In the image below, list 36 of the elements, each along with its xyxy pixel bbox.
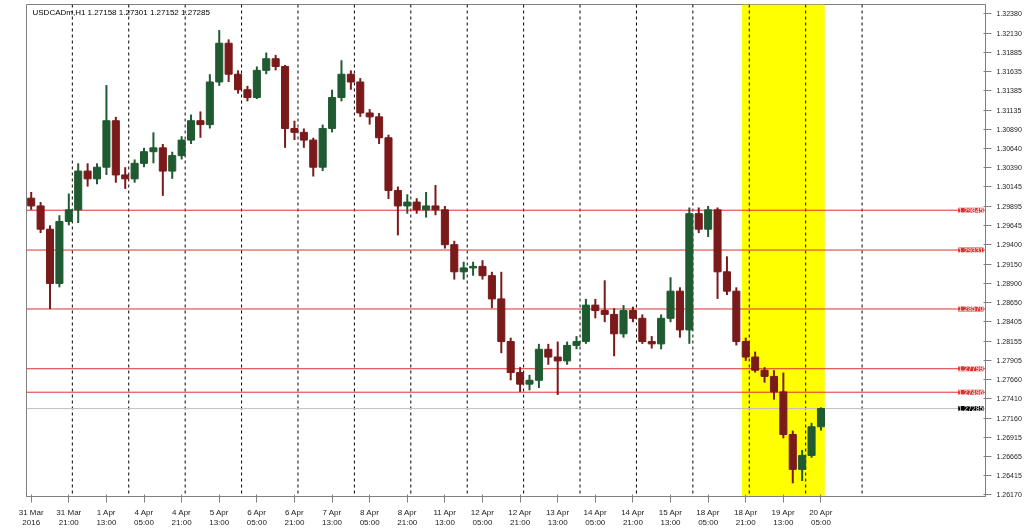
- x-tick-label: 8 Apr 21:00: [397, 507, 418, 528]
- x-tick-label: 31 Mar 2016: [18, 507, 44, 528]
- x-tick-label: 11 Apr 13:00: [433, 507, 457, 528]
- candlestick: [544, 342, 553, 366]
- x-tick-label: 31 Mar 21:00: [56, 507, 82, 528]
- candlestick: [83, 162, 92, 188]
- x-tick-label: 7 Apr 13:00: [322, 507, 343, 528]
- candlestick: [403, 193, 412, 215]
- candlestick: [694, 206, 703, 235]
- candlestick: [158, 142, 167, 197]
- x-tick-label: 1 Apr 13:00: [96, 507, 117, 528]
- x-tick-label: 6 Apr 05:00: [246, 507, 268, 528]
- candlestick: [422, 191, 431, 219]
- x-tick-label: 14 Apr 05:00: [583, 507, 607, 528]
- candlestick: [196, 110, 205, 139]
- x-tick-label: 18 Apr 05:00: [696, 507, 720, 528]
- x-tick-label: 5 Apr 13:00: [209, 507, 230, 528]
- candlestick: [816, 406, 825, 432]
- candlestick: [591, 297, 600, 320]
- x-tick-label: 19 Apr 13:00: [771, 507, 796, 528]
- candlestick: [619, 304, 628, 339]
- x-tick-label: 14 Apr 21:00: [621, 507, 645, 528]
- x-tick-label: 6 Apr 21:00: [284, 507, 306, 528]
- x-tick-label: 12 Apr 05:00: [470, 507, 495, 528]
- x-tick-label: 13 Apr 13:00: [545, 507, 570, 528]
- x-tick-label: 18 Apr 21:00: [733, 507, 758, 528]
- candlestick: [704, 204, 713, 238]
- chart-title: USDCADm,H1 1.27158 1.27301 1.27152 1.27285: [32, 7, 211, 17]
- x-tick-label: 15 Apr 13:00: [658, 507, 683, 528]
- x-tick-label: 4 Apr 21:00: [171, 507, 193, 528]
- candlestick: [92, 162, 102, 186]
- x-tick-label: 20 Apr 05:00: [809, 507, 833, 528]
- x-tick-label: 8 Apr 05:00: [359, 507, 381, 528]
- candlestick: [553, 340, 562, 396]
- x-tick-label: 4 Apr 05:00: [134, 507, 155, 528]
- x-tick-label: 12 Apr 21:00: [508, 507, 532, 528]
